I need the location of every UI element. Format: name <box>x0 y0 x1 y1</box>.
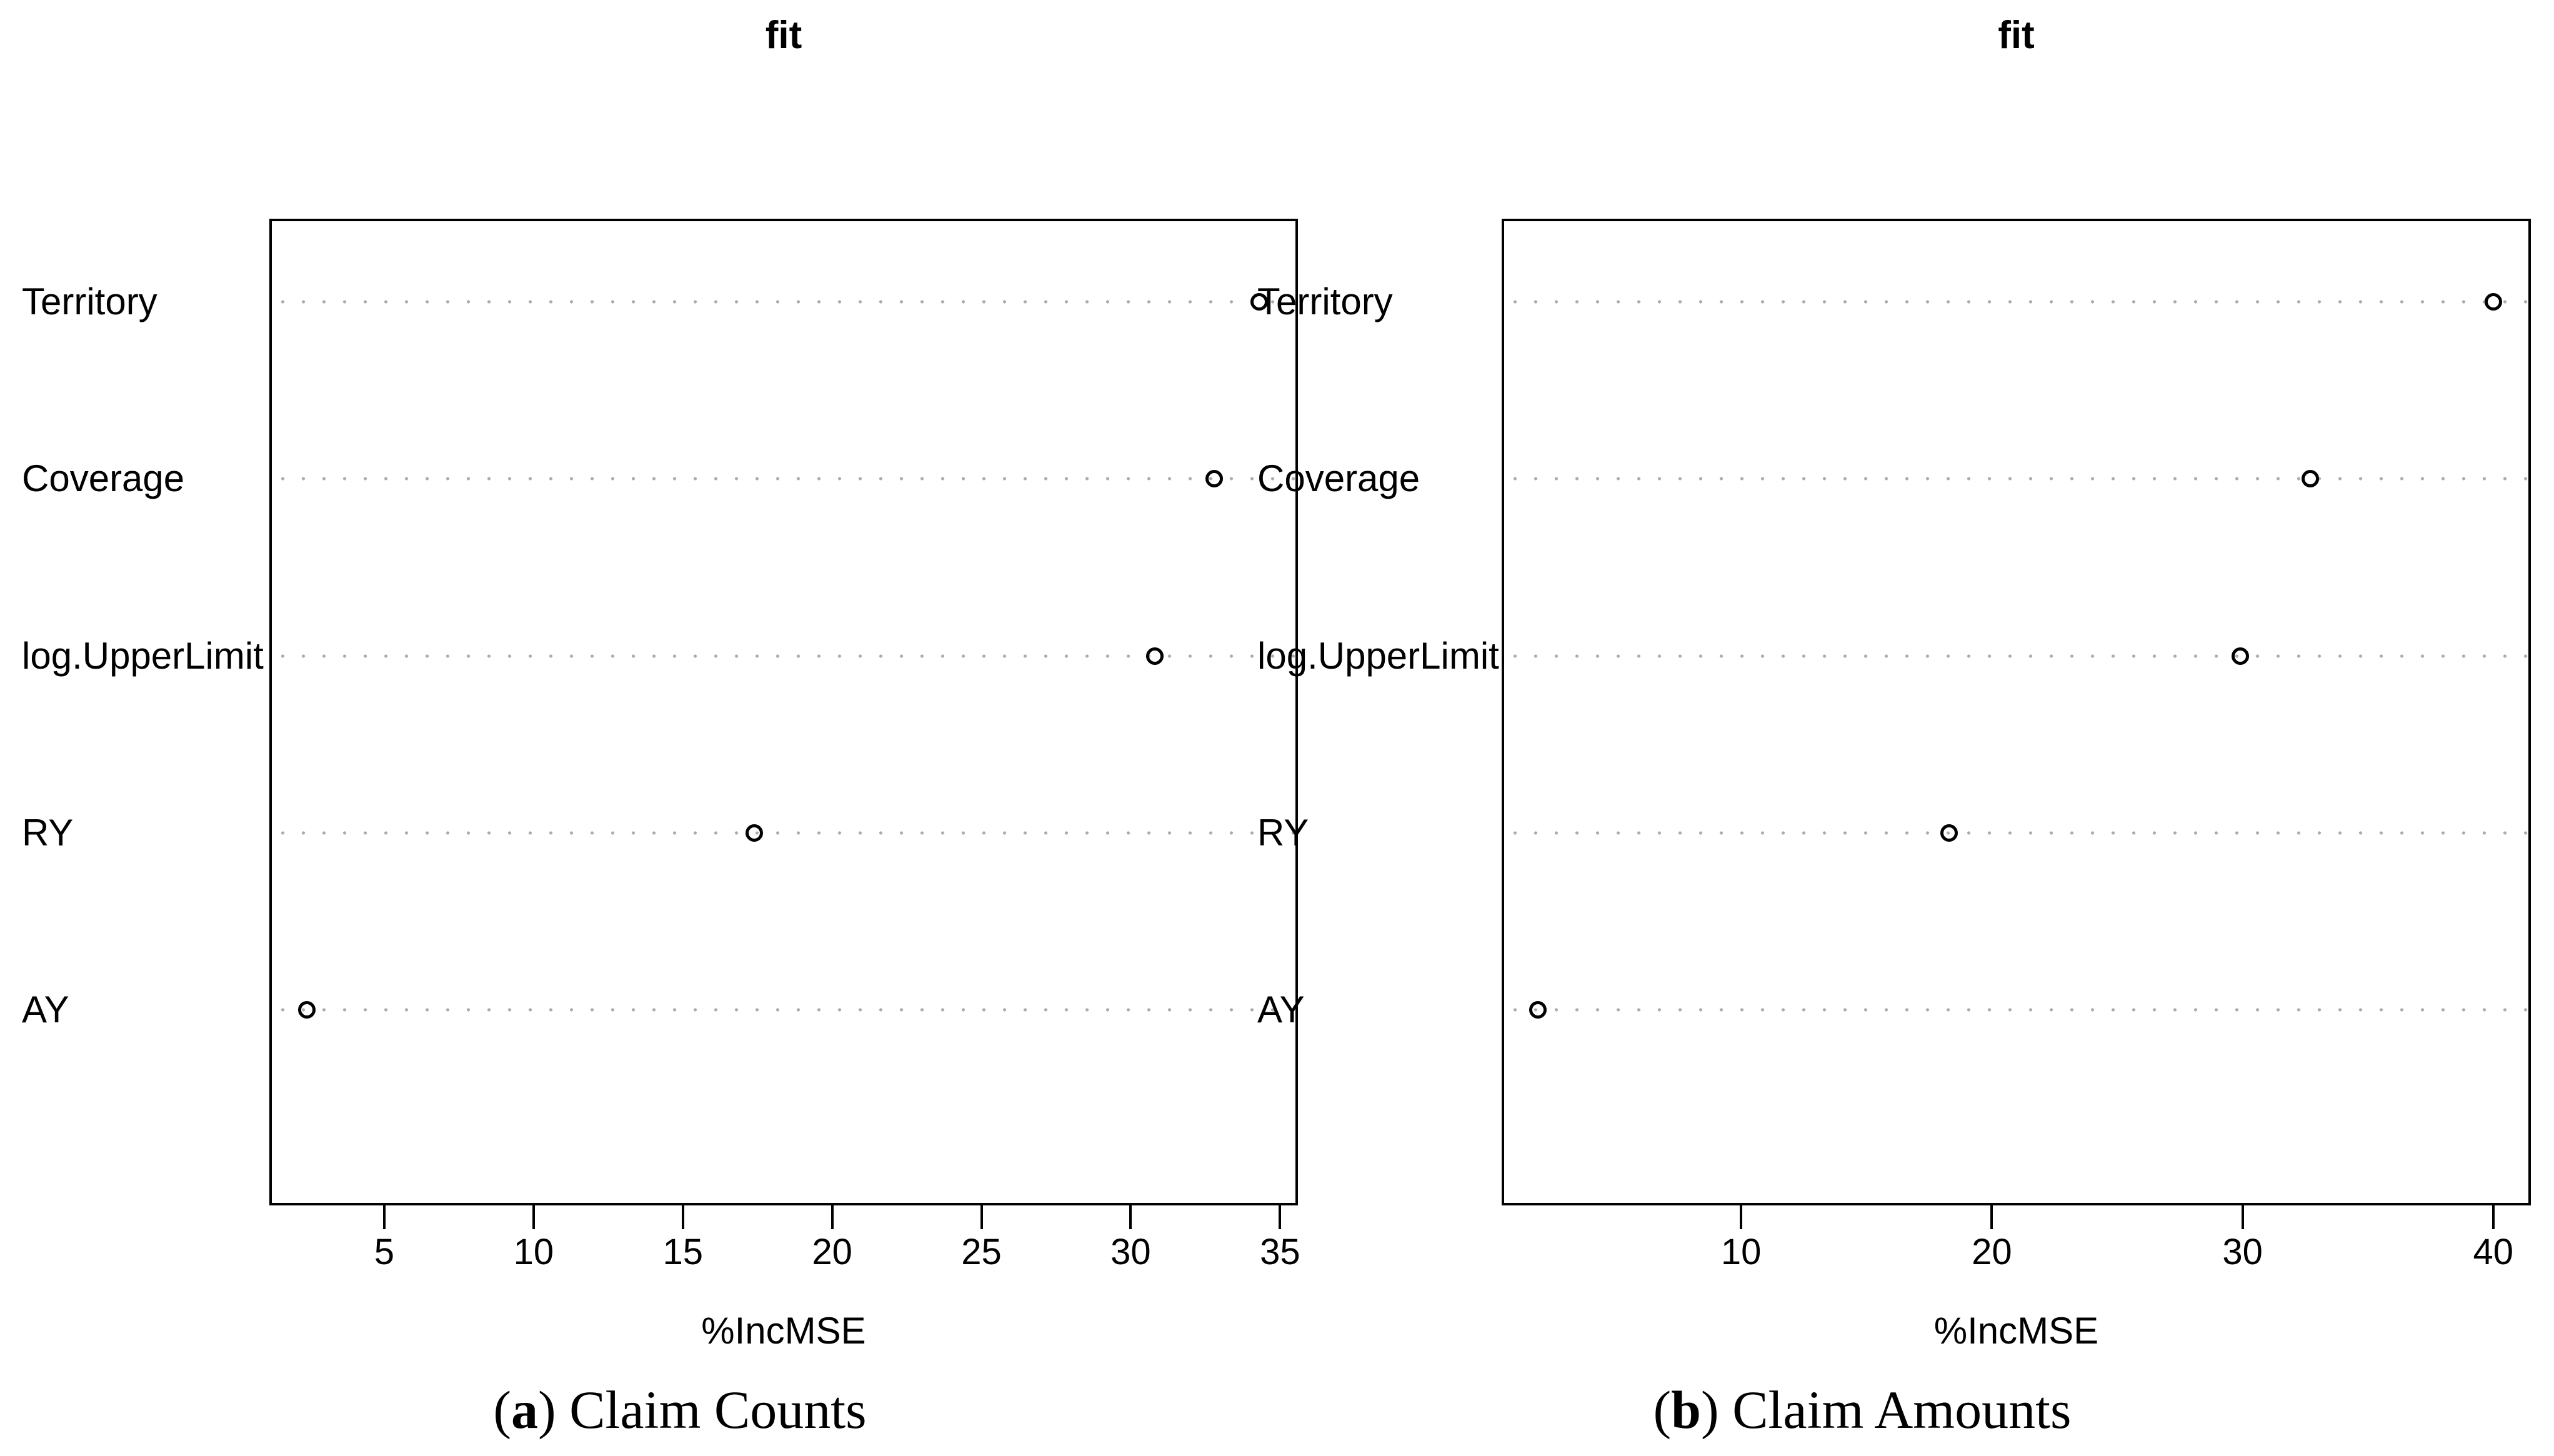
category-label-ay: AY <box>22 989 69 1030</box>
data-point-log.upperlimit <box>2231 647 2249 665</box>
plot-title: fit <box>765 14 802 57</box>
data-point-territory <box>1250 293 1268 311</box>
x-axis-tick-label: 35 <box>1260 1232 1300 1272</box>
x-axis-tick <box>1129 1205 1132 1229</box>
data-point-log.upperlimit <box>1145 647 1164 665</box>
data-point-coverage <box>2301 470 2319 488</box>
gridline-territory <box>272 300 1295 304</box>
category-label-log.upperlimit: log.UpperLimit <box>22 634 264 677</box>
gridline-territory <box>1505 300 2528 304</box>
gridline-ry <box>1505 830 2528 835</box>
category-label-coverage: Coverage <box>1257 457 1420 500</box>
data-point-territory <box>2484 293 2502 311</box>
data-point-ry <box>746 824 764 842</box>
gridline-log.upperlimit <box>1505 654 2528 658</box>
category-label-log.upperlimit: log.UpperLimit <box>1257 634 1499 677</box>
gridline-log.upperlimit <box>272 654 1295 658</box>
category-label-ry: RY <box>22 811 74 854</box>
category-label-coverage: Coverage <box>22 457 185 500</box>
caption-letter: b <box>1671 1380 1702 1440</box>
x-axis-tick <box>2492 1205 2495 1229</box>
x-axis-tick <box>831 1205 834 1229</box>
x-axis-tick <box>382 1205 386 1229</box>
plot-title: fit <box>1998 14 2035 57</box>
panel-caption: (a) Claim Counts <box>493 1379 866 1441</box>
plot-area <box>269 219 1298 1205</box>
x-axis-tick <box>2241 1205 2244 1229</box>
data-point-ry <box>1940 824 1958 842</box>
gridline-ay <box>1505 1008 2528 1012</box>
x-axis-tick-label: 10 <box>513 1232 554 1272</box>
data-point-ay <box>1529 1001 1547 1019</box>
x-axis-tick-label: 15 <box>662 1232 703 1272</box>
x-axis-tick-label: 20 <box>1972 1232 2012 1272</box>
x-axis-tick <box>980 1205 983 1229</box>
gridline-coverage <box>272 477 1295 481</box>
category-label-territory: Territory <box>22 281 157 322</box>
x-axis-tick <box>681 1205 684 1229</box>
gridline-ry <box>272 830 1295 835</box>
x-axis-tick <box>1279 1205 1282 1229</box>
x-axis-label: %IncMSE <box>701 1310 866 1352</box>
x-axis-tick <box>532 1205 535 1229</box>
x-axis-tick-label: 20 <box>812 1232 852 1272</box>
x-axis-tick-label: 25 <box>961 1232 1002 1272</box>
x-axis-label: %IncMSE <box>1933 1310 2099 1352</box>
x-axis-tick <box>1990 1205 1993 1229</box>
x-axis-tick <box>1740 1205 1743 1229</box>
gridline-ay <box>272 1008 1295 1012</box>
panel-caption: (b) Claim Amounts <box>1654 1379 2072 1441</box>
plot-area <box>1502 219 2531 1205</box>
x-axis-tick-label: 30 <box>2222 1232 2263 1272</box>
caption-text: ) Claim Amounts <box>1701 1380 2072 1440</box>
caption-paren: ( <box>493 1380 512 1440</box>
category-label-territory: Territory <box>1257 281 1393 322</box>
caption-text: ) Claim Counts <box>538 1380 867 1440</box>
x-axis-tick-label: 5 <box>374 1232 395 1272</box>
x-axis-tick-label: 10 <box>1720 1232 1762 1272</box>
category-label-ry: RY <box>1257 811 1309 854</box>
caption-letter: a <box>511 1380 539 1440</box>
x-axis-tick-label: 30 <box>1110 1232 1151 1272</box>
data-point-coverage <box>1205 470 1224 488</box>
data-point-ay <box>297 1001 316 1019</box>
category-label-ay: AY <box>1257 989 1305 1030</box>
gridline-coverage <box>1505 477 2528 481</box>
x-axis-tick-label: 40 <box>2473 1232 2514 1272</box>
caption-paren: ( <box>1653 1380 1672 1440</box>
